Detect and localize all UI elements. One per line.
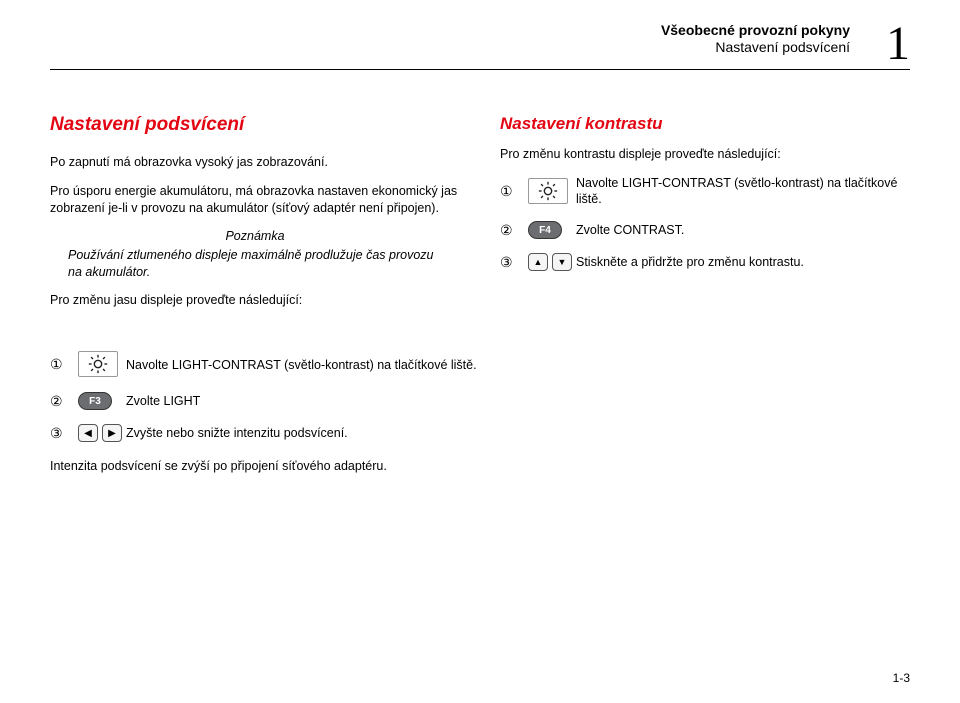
lower-num-3: ③ bbox=[50, 425, 78, 442]
right-step1: Navolte LIGHT-CONTRAST (světlo-kontrast)… bbox=[576, 175, 910, 208]
lower-after: Intenzita podsvícení se zvýší po připoje… bbox=[50, 458, 480, 475]
left-title: Nastavení podsvícení bbox=[50, 114, 460, 136]
left-p1: Po zapnutí má obrazovka vysoký jas zobra… bbox=[50, 154, 460, 171]
note-body: Používání ztlumeného displeje maximálně … bbox=[68, 247, 450, 281]
right-title: Nastavení kontrastu bbox=[500, 114, 910, 134]
note-label: Poznámka bbox=[50, 229, 460, 243]
chapter-number: 1 bbox=[886, 16, 910, 71]
leftright-arrows-icon: ◀▶ bbox=[78, 424, 126, 442]
left-p3: Pro změnu jasu displeje proveďte následu… bbox=[50, 292, 460, 309]
right-step3: Stiskněte a přidržte pro změnu kontrastu… bbox=[576, 254, 910, 270]
right-steps: ① Navolte LIGHT-CONTRAST (světlo-kontras… bbox=[500, 175, 910, 272]
step-num-1: ① bbox=[500, 183, 528, 200]
sun-icon bbox=[528, 178, 576, 205]
f4-key-icon: F4 bbox=[528, 221, 576, 239]
lower-steps: ① Navolte LIGHT-CONTRAST (světlo-kontras… bbox=[50, 351, 480, 442]
header-text: Všeobecné provozní pokyny Nastavení pods… bbox=[661, 22, 850, 56]
header-rule bbox=[50, 69, 910, 70]
updown-arrows-icon: ▲▼ bbox=[528, 253, 576, 271]
left-column: Nastavení podsvícení Po zapnutí má obraz… bbox=[50, 114, 460, 321]
right-column: Nastavení kontrastu Pro změnu kontrastu … bbox=[500, 114, 910, 321]
right-p1: Pro změnu kontrastu displeje proveďte ná… bbox=[500, 146, 910, 163]
step-num-2: ② bbox=[500, 222, 528, 239]
f3-key-icon: F3 bbox=[78, 392, 126, 410]
lower-step2: Zvolte LIGHT bbox=[126, 393, 480, 409]
header-line2: Nastavení podsvícení bbox=[661, 39, 850, 56]
page-header: Všeobecné provozní pokyny Nastavení pods… bbox=[50, 22, 910, 70]
left-p2: Pro úsporu energie akumulátoru, má obraz… bbox=[50, 183, 460, 217]
sun-icon bbox=[78, 351, 126, 378]
page-number: 1-3 bbox=[893, 671, 910, 685]
lower-num-1: ① bbox=[50, 356, 78, 373]
lower-num-2: ② bbox=[50, 393, 78, 410]
header-line1: Všeobecné provozní pokyny bbox=[661, 22, 850, 39]
lower-step3: Zvyšte nebo snižte intenzitu podsvícení. bbox=[126, 425, 480, 441]
right-step2: Zvolte CONTRAST. bbox=[576, 222, 910, 238]
lower-step1: Navolte LIGHT-CONTRAST (světlo-kontrast)… bbox=[126, 357, 480, 373]
lower-steps-block: ① Navolte LIGHT-CONTRAST (světlo-kontras… bbox=[50, 351, 480, 475]
step-num-3: ③ bbox=[500, 254, 528, 271]
